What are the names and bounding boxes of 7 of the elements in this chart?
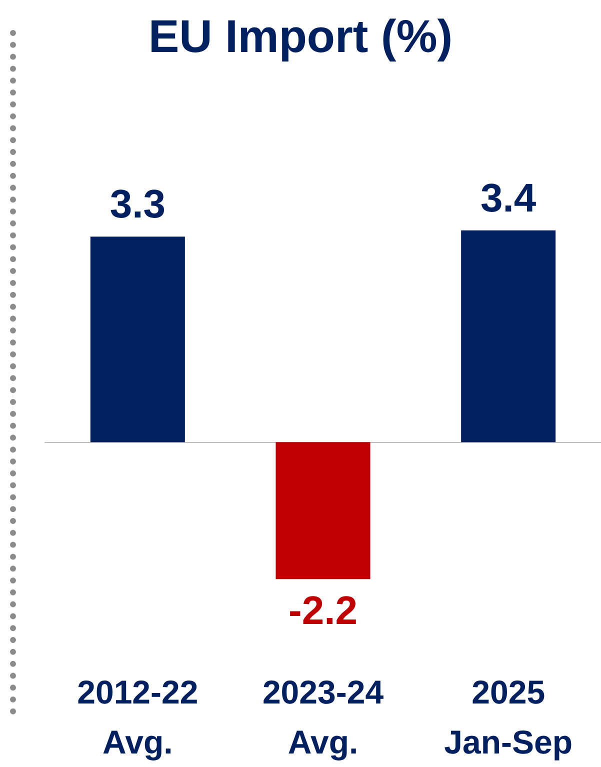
x-tick-label: 2025 Jan-Sep bbox=[444, 674, 573, 760]
chart-title: EU Import (%) bbox=[148, 10, 453, 62]
data-label: 3.3 bbox=[110, 182, 166, 227]
x-tick-label: 2012-22 Avg. bbox=[77, 674, 198, 760]
data-label: -2.2 bbox=[288, 589, 358, 634]
data-label: 3.4 bbox=[480, 176, 537, 220]
x-tick-label: 2023-24 Avg. bbox=[262, 674, 384, 760]
